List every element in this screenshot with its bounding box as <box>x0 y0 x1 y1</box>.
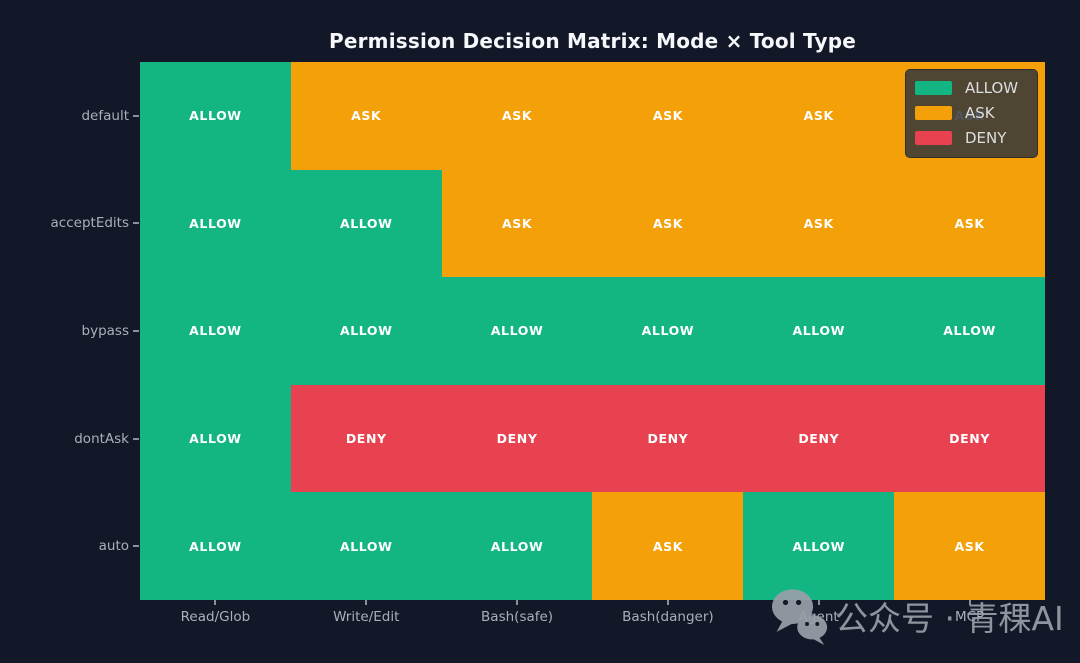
legend-swatch-deny <box>915 131 952 145</box>
x-tick-label-Bash(danger): Bash(danger) <box>622 609 714 625</box>
x-tick-label-MCP: MCP <box>954 609 985 625</box>
cell-value-label: ASK <box>501 215 533 231</box>
y-tick-mark <box>133 222 139 225</box>
cell-value-label: ALLOW <box>641 323 695 339</box>
cell-value-label: ASK <box>652 108 683 124</box>
legend-swatch-allow <box>915 81 952 95</box>
legend-item-allow: ALLOW <box>915 79 1027 97</box>
legend-item-deny: DENY <box>915 129 1027 147</box>
cell-value-label: ALLOW <box>490 323 544 339</box>
cell-value-label: ASK <box>351 108 382 124</box>
cell-value-label: DENY <box>496 431 538 447</box>
cell-value-label: ALLOW <box>339 215 393 231</box>
matrix-cell-auto-Write/Edit: ALLOW <box>290 492 442 600</box>
matrix-cell-auto-Read/Glob: ALLOW <box>140 492 291 600</box>
matrix-cell-bypass-MCP: ALLOW <box>894 277 1045 385</box>
cell-value-label: ALLOW <box>189 323 242 339</box>
cell-value-label: ASK <box>803 215 834 231</box>
legend-item-ask: ASK <box>915 104 1027 122</box>
y-tick-mark <box>133 114 139 117</box>
y-tick-mark <box>133 330 139 332</box>
y-axis: default acceptEdits bypass dontAsk auto <box>0 62 129 600</box>
matrix-cell-acceptEdits-Agent: ASK <box>743 169 895 278</box>
cell-value-label: DENY <box>949 431 990 447</box>
y-tick-label-bypass: bypass <box>81 322 129 339</box>
legend-swatch-ask <box>915 106 952 120</box>
x-tick-label-Bash(safe): Bash(safe) <box>481 609 554 625</box>
cell-value-label: ALLOW <box>792 323 846 339</box>
matrix-cell-bypass-Bash(danger): ALLOW <box>592 277 744 385</box>
x-tick-mark <box>214 600 217 605</box>
matrix-cell-bypass-Write/Edit: ALLOW <box>290 277 442 385</box>
matrix-cell-bypass-Read/Glob: ALLOW <box>140 277 291 385</box>
cell-value-label: ASK <box>803 108 834 124</box>
matrix-cell-dontAsk-Bash(safe): DENY <box>441 384 593 493</box>
cell-value-label: ASK <box>652 215 683 231</box>
cell-value-label: ASK <box>501 108 533 124</box>
cell-value-label: DENY <box>647 431 689 447</box>
cell-value-label: ALLOW <box>189 431 242 447</box>
matrix-cell-acceptEdits-Bash(danger): ASK <box>592 169 744 278</box>
legend-label: ALLOW <box>965 79 1019 97</box>
matrix-cell-auto-MCP: ASK <box>894 492 1045 600</box>
cell-value-label: ASK <box>954 215 985 231</box>
matrix-cell-acceptEdits-Bash(safe): ASK <box>441 169 593 278</box>
matrix-cell-auto-Bash(danger): ASK <box>592 492 744 600</box>
legend: ALLOW ASK DENY <box>905 69 1038 158</box>
cell-value-label: ALLOW <box>490 538 544 554</box>
matrix-cell-bypass-Bash(safe): ALLOW <box>441 277 593 385</box>
matrix-cell-default-Bash(safe): ASK <box>441 62 593 170</box>
y-tick-mark <box>133 437 139 440</box>
x-tick-mark <box>516 600 519 605</box>
matrix-cell-dontAsk-Write/Edit: DENY <box>290 384 442 493</box>
cell-value-label: ALLOW <box>189 108 242 124</box>
matrix-cell-default-Bash(danger): ASK <box>592 62 744 170</box>
matrix-cell-default-Read/Glob: ALLOW <box>140 62 291 170</box>
legend-label: DENY <box>965 129 1007 147</box>
x-tick-mark <box>666 600 669 605</box>
cell-value-label: DENY <box>345 431 387 447</box>
matrix-cell-dontAsk-Read/Glob: ALLOW <box>140 384 291 493</box>
matrix-cell-dontAsk-Agent: DENY <box>743 384 895 493</box>
y-axis-ticks <box>133 62 140 600</box>
y-tick-mark <box>133 545 139 548</box>
y-tick-label-default: default <box>81 107 129 124</box>
matrix-cell-auto-Bash(safe): ALLOW <box>441 492 593 600</box>
cell-value-label: ALLOW <box>189 538 242 554</box>
matrix-cell-auto-Agent: ALLOW <box>743 492 895 600</box>
y-tick-label-auto: auto <box>98 538 129 555</box>
y-tick-label-acceptEdits: acceptEdits <box>50 215 129 232</box>
x-tick-label-Read/Glob: Read/Glob <box>180 609 251 625</box>
cell-value-label: ALLOW <box>792 538 846 554</box>
chart-title: Permission Decision Matrix: Mode × Tool … <box>329 29 856 53</box>
x-tick-label-Write/Edit: Write/Edit <box>333 609 400 625</box>
matrix-cell-dontAsk-MCP: DENY <box>894 384 1045 493</box>
matrix-cell-dontAsk-Bash(danger): DENY <box>592 384 744 493</box>
cell-value-label: ALLOW <box>339 538 393 554</box>
y-tick-label-dontAsk: dontAsk <box>74 430 129 447</box>
cell-value-label: ASK <box>652 538 683 554</box>
x-tick-label-Agent: Agent <box>798 609 839 625</box>
heatmap-grid: ALLOWASKASKASKASKASKALLOWALLOWASKASKASKA… <box>140 62 1045 600</box>
cell-value-label: ALLOW <box>339 323 393 339</box>
cell-value-label: ASK <box>954 538 985 554</box>
x-axis-ticks <box>140 600 1045 606</box>
cell-value-label: ALLOW <box>189 215 242 231</box>
cell-value-label: DENY <box>798 431 840 447</box>
x-tick-mark <box>817 600 820 605</box>
matrix-cell-default-Agent: ASK <box>743 62 895 170</box>
matrix-cell-acceptEdits-Read/Glob: ALLOW <box>140 169 291 278</box>
x-tick-mark <box>968 600 971 605</box>
matrix-cell-bypass-Agent: ALLOW <box>743 277 895 385</box>
legend-label: ASK <box>965 104 995 122</box>
matrix-cell-acceptEdits-Write/Edit: ALLOW <box>290 169 442 278</box>
x-tick-mark <box>365 600 368 605</box>
matrix-cell-default-Write/Edit: ASK <box>290 62 442 170</box>
cell-value-label: ALLOW <box>943 323 996 339</box>
matrix-cell-acceptEdits-MCP: ASK <box>894 169 1045 278</box>
x-axis: Read/Glob Write/Edit Bash(safe) Bash(danger… <box>140 609 1045 631</box>
